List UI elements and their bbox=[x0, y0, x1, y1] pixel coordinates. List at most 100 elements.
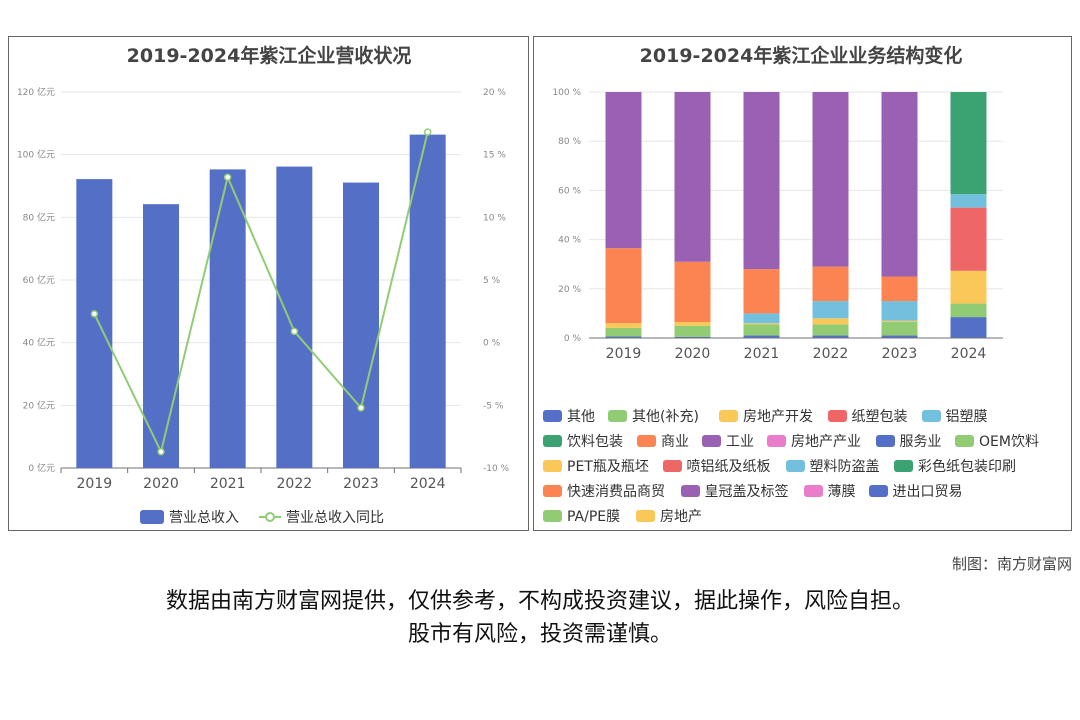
x-tick-label: 2020 bbox=[675, 346, 711, 362]
legend-swatch bbox=[608, 410, 627, 422]
stack-segment bbox=[812, 318, 849, 325]
legend-swatch bbox=[868, 485, 888, 497]
legend-swatch bbox=[955, 435, 974, 447]
stack-segment bbox=[743, 324, 780, 336]
legend-item[interactable]: 商业 bbox=[637, 431, 689, 451]
legend-item[interactable]: 皇冠盖及标签 bbox=[680, 481, 789, 501]
legend-label: 其他 bbox=[567, 409, 595, 425]
legend-item[interactable]: 进出口贸易 bbox=[868, 481, 963, 501]
stack-segment bbox=[881, 301, 918, 321]
x-tick-label: 2021 bbox=[210, 476, 246, 492]
revenue-bar bbox=[209, 169, 246, 469]
x-tick-label: 2022 bbox=[277, 476, 313, 492]
yoy-point bbox=[290, 327, 299, 336]
stack-segment bbox=[743, 92, 780, 270]
business-structure-chart: 2019-2024年紫江企业业务结构变化 0 % 20 % 40 % 60 % 80 % 1… bbox=[552, 44, 1003, 362]
legend-label: 其他(补充) bbox=[632, 409, 699, 425]
legend-item[interactable]: 铝塑膜 bbox=[921, 406, 988, 426]
legend-item[interactable]: 其他(补充) bbox=[608, 406, 699, 426]
legend-label: 服务业 bbox=[899, 434, 942, 450]
legend-label: 房地产开发 bbox=[743, 409, 813, 425]
y-right-tick-label: 10 % bbox=[483, 213, 506, 223]
legend-swatch bbox=[543, 460, 562, 472]
stack-segment bbox=[950, 317, 987, 338]
y-left-tick-label: 100 亿元 bbox=[17, 149, 55, 161]
x-tick-label: 2024 bbox=[410, 476, 446, 492]
stack-segment bbox=[674, 92, 711, 262]
legend-swatch bbox=[875, 435, 895, 447]
y-tick-label: 40 % bbox=[558, 236, 581, 246]
y-left-tick-label: 20 亿元 bbox=[23, 399, 55, 411]
legend-item[interactable]: 其他 bbox=[543, 406, 595, 426]
y-right-tick-label: 5 % bbox=[483, 276, 501, 286]
legend-swatch bbox=[662, 460, 682, 472]
y-right-tick-label: 20 % bbox=[483, 88, 506, 98]
legend-item[interactable]: 房地产 bbox=[636, 506, 702, 526]
stack-segment bbox=[674, 336, 711, 338]
legend-label: 工业 bbox=[726, 434, 754, 450]
x-tick-label: 2022 bbox=[813, 346, 849, 362]
x-tick-label: 2019 bbox=[606, 346, 642, 362]
legend-item[interactable]: 饮料包装 bbox=[543, 431, 623, 451]
legend-label-revenue: 营业总收入 bbox=[169, 510, 239, 526]
legend-item[interactable]: 快速消费品商贸 bbox=[543, 481, 665, 501]
y-tick-label: 20 % bbox=[558, 285, 581, 295]
legend-item[interactable]: 房地产产业 bbox=[767, 431, 861, 451]
y-right-tick-label: -5 % bbox=[483, 401, 504, 411]
stack-segment bbox=[812, 301, 849, 319]
legend-item[interactable]: 薄膜 bbox=[803, 481, 856, 501]
legend-swatch bbox=[543, 510, 562, 522]
y-right-tick-label: 0 % bbox=[483, 339, 501, 349]
revenue-bar bbox=[76, 179, 113, 468]
y-right-tick-label: -10 % bbox=[483, 464, 510, 474]
stack-segment bbox=[674, 325, 711, 337]
legend-swatch bbox=[827, 410, 847, 422]
legend-item[interactable]: 服务业 bbox=[875, 431, 942, 451]
legend-item[interactable]: 纸塑包装 bbox=[827, 406, 908, 426]
y-left-tick-label: 60 亿元 bbox=[23, 274, 55, 286]
x-tick-label: 2021 bbox=[744, 346, 780, 362]
legend-item[interactable]: PET瓶及瓶坯 bbox=[543, 456, 649, 476]
legend-item[interactable]: 彩色纸包装印刷 bbox=[894, 456, 1016, 476]
y-left-tick-label: 40 亿元 bbox=[23, 337, 55, 349]
revenue-chart-panel: 2019-2024年紫江企业营收状况 0 亿元 20 亿元 40 亿元 60 亿元 80 … bbox=[8, 36, 529, 531]
legend-label: 薄膜 bbox=[827, 484, 856, 500]
x-tick-label: 2023 bbox=[343, 476, 379, 492]
stack-segment bbox=[743, 323, 780, 325]
stack-segment bbox=[812, 266, 849, 302]
legend-item[interactable]: PA/PE膜 bbox=[543, 506, 620, 526]
legend-item[interactable]: 喷铝纸及纸板 bbox=[662, 456, 771, 476]
stack-segment bbox=[881, 276, 918, 302]
legend-item[interactable]: OEM饮料 bbox=[955, 431, 1039, 451]
legend-marker-yoy bbox=[265, 512, 275, 522]
legend-swatch bbox=[637, 435, 656, 447]
stack-segment bbox=[950, 207, 987, 271]
legend-item[interactable]: 房地产开发 bbox=[719, 406, 813, 426]
y-tick-label: 80 % bbox=[558, 137, 581, 147]
stack-segment bbox=[605, 336, 642, 338]
legend-label-yoy: 营业总收入同比 bbox=[286, 510, 384, 526]
stack-segment bbox=[605, 327, 642, 337]
stack-segment bbox=[605, 248, 642, 324]
revenue-chart: 2019-2024年紫江企业营收状况 0 亿元 20 亿元 40 亿元 60 亿元 80 … bbox=[17, 44, 510, 526]
yoy-point bbox=[223, 173, 232, 181]
revenue-bar bbox=[343, 182, 379, 468]
yoy-point bbox=[90, 310, 99, 318]
stack-segment bbox=[605, 323, 642, 328]
legend-label: 皇冠盖及标签 bbox=[704, 484, 789, 500]
legend-item[interactable]: 工业 bbox=[702, 431, 754, 451]
legend-label: OEM饮料 bbox=[979, 434, 1039, 450]
disclaimer-line-2: 股市有风险，投资需谨慎。 bbox=[407, 622, 672, 647]
stack-segment bbox=[674, 322, 711, 326]
stack-segment bbox=[881, 335, 918, 338]
legend-label: 铝塑膜 bbox=[945, 409, 988, 425]
yoy-line bbox=[93, 131, 429, 455]
legend-label: 塑料防盗盖 bbox=[809, 459, 880, 475]
legend-swatch bbox=[702, 435, 721, 447]
stack-segment bbox=[605, 92, 642, 249]
legend-label: 彩色纸包装印刷 bbox=[918, 459, 1016, 475]
legend-item[interactable]: 塑料防盗盖 bbox=[785, 456, 880, 476]
stack-segment bbox=[950, 194, 987, 208]
yoy-point bbox=[357, 404, 365, 412]
legend-swatch bbox=[543, 435, 562, 447]
